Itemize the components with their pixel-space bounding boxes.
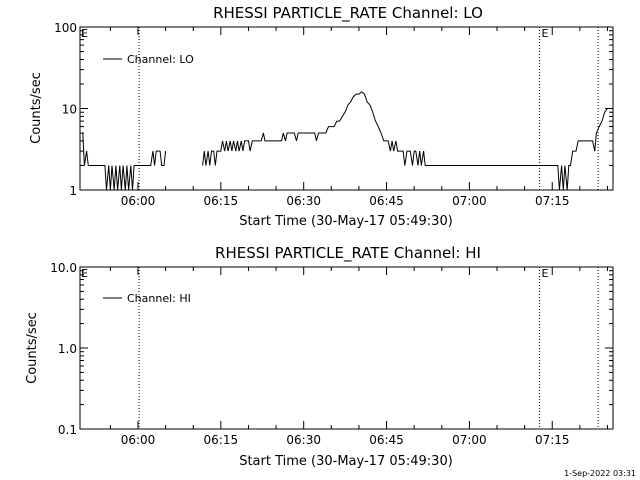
- marker-label-1: E: [542, 267, 549, 280]
- chart-title-hi: RHESSI PARTICLE_RATE Channel: HI: [215, 244, 481, 263]
- y-ticks-hi: 0.1 1.0 10.0: [50, 261, 613, 437]
- x-ticks-hi: 06:00 06:15 06:30 06:45 07:00 07:15: [109, 267, 608, 447]
- corner-marker-lo: E: [81, 27, 88, 40]
- x-tick-label-3: 06:45: [369, 194, 404, 208]
- y-tick-label-2: 10.0: [50, 261, 77, 275]
- y-axis-label-lo: Counts/sec: [29, 72, 44, 144]
- y-tick-label-0: 0.1: [58, 423, 77, 437]
- x-tick-label-0: 06:00: [121, 194, 156, 208]
- y-tick-label-1: 1.0: [58, 342, 77, 356]
- x-tick-label-1: 06:15: [204, 194, 239, 208]
- footer-timestamp: 1-Sep-2022 03:31: [564, 469, 636, 478]
- series-line-0-segment-0: [82, 132, 167, 191]
- chart-title-lo: RHESSI PARTICLE_RATE Channel: LO: [213, 4, 483, 23]
- x-tick-label-4: 07:00: [452, 194, 487, 208]
- x-tick-label-2: 06:30: [286, 194, 321, 208]
- legend-label-hi: Channel: HI: [127, 292, 191, 305]
- y-tick-label-2: 100: [54, 21, 77, 35]
- x-tick-label-2: 06:30: [286, 433, 321, 447]
- x-tick-label-1: 06:15: [204, 433, 239, 447]
- y-tick-label-0: 1: [69, 184, 77, 198]
- marker-lines-hi: E: [138, 267, 599, 429]
- x-tick-label-0: 06:00: [121, 433, 156, 447]
- series-line-0-segment-1: [202, 91, 608, 191]
- marker-label-1: E: [542, 27, 549, 40]
- corner-marker-hi: E: [81, 267, 88, 280]
- x-axis-label-lo: Start Time (30-May-17 05:49:30): [239, 214, 453, 229]
- x-tick-label-5: 07:15: [535, 433, 570, 447]
- x-ticks-lo: 06:00 06:15 06:30 06:45 07:00 07:15: [109, 27, 608, 208]
- legend-label-lo: Channel: LO: [127, 53, 194, 66]
- x-tick-label-5: 07:15: [535, 194, 570, 208]
- panel-hi: RHESSI PARTICLE_RATE Channel: HI E 0.1 1.…: [25, 244, 614, 469]
- marker-lines-lo: E: [138, 27, 599, 190]
- y-axis-label-hi: Counts/sec: [25, 312, 40, 384]
- panel-lo: RHESSI PARTICLE_RATE Channel: LO E 1 10 10…: [29, 4, 614, 229]
- x-tick-label-3: 06:45: [369, 433, 404, 447]
- y-tick-label-1: 10: [62, 103, 77, 117]
- x-axis-label-hi: Start Time (30-May-17 05:49:30): [239, 454, 453, 469]
- y-ticks-lo: 1 10 100: [54, 21, 613, 198]
- x-tick-label-4: 07:00: [452, 433, 487, 447]
- series-lo: [82, 91, 608, 191]
